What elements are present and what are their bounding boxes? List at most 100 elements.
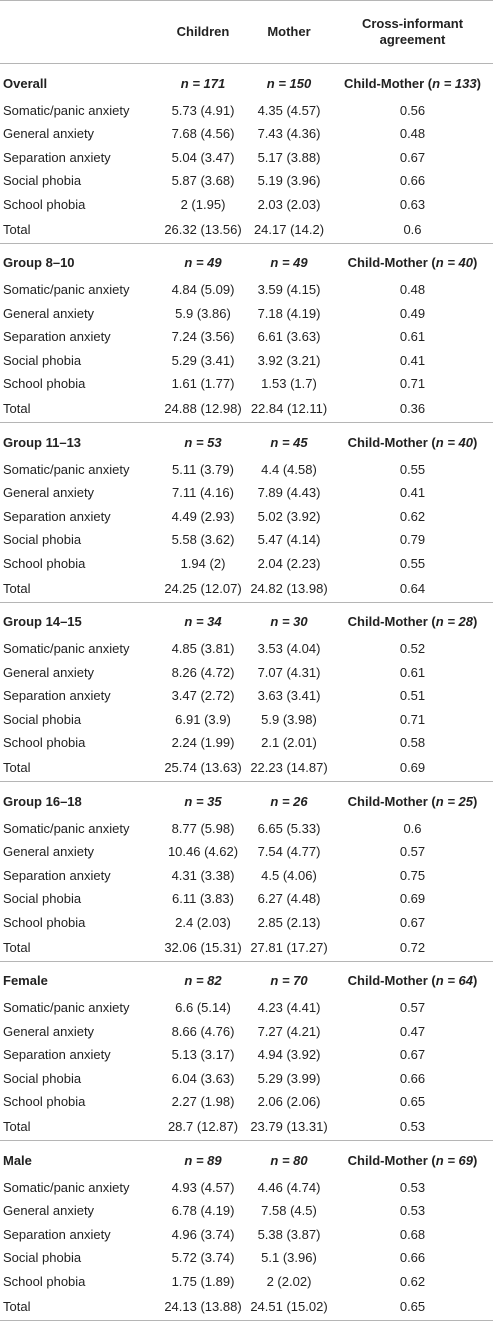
agreement-value: 0.48: [399, 282, 426, 298]
table-row: Somatic/panic anxiety 8.77 (5.98) 6.65 (5.…: [0, 817, 493, 841]
row-label: General anxiety: [3, 485, 95, 501]
mother-score: 5.29 (3.99): [257, 1070, 321, 1086]
mother-score: 7.89 (4.43): [257, 485, 321, 501]
agreement-prefix: Child-Mother (: [347, 1152, 436, 1168]
row-label: School phobia: [3, 914, 86, 930]
mother-score: 3.53 (4.04): [257, 641, 321, 657]
children-score: 7.24 (3.56): [171, 329, 235, 345]
row-label: Total: [0, 934, 160, 962]
children-score: 4.85 (3.81): [171, 641, 235, 657]
children-score: 6.11 (3.83): [172, 891, 234, 907]
agreement-value: 0.66: [399, 1070, 426, 1086]
table-row: Total 32.06 (15.31) 27.81 (17.27) 0.72: [0, 934, 493, 962]
agreement-value: 0.67: [399, 914, 426, 930]
children-score: 7.68 (4.56): [171, 126, 235, 142]
row-label: Separation anxiety: [3, 1047, 111, 1063]
mother-score: 6.65 (5.33): [257, 820, 321, 836]
header-row: Children Mother Cross-informant agreemen…: [0, 0, 493, 64]
row-label: Total: [0, 1114, 160, 1141]
agreement-value: 0.48: [399, 126, 426, 142]
group-n-mother: n = 45: [270, 434, 308, 450]
agreement-value: 0.72: [332, 934, 493, 962]
table-row: General anxiety 8.66 (4.76) 7.27 (4.21) 0.4…: [0, 1020, 493, 1044]
mother-score: 2.04 (2.23): [257, 555, 321, 571]
children-score: 4.93 (4.57): [171, 1179, 235, 1195]
children-score: 2.27 (1.98): [171, 1094, 235, 1110]
table-row: Total 24.88 (12.98) 22.84 (12.11) 0.36: [0, 396, 493, 423]
agreement-value: 0.71: [399, 376, 426, 392]
mother-score: 7.43 (4.36): [257, 126, 321, 142]
agreement-suffix: ): [472, 793, 478, 809]
agreement-value: 0.61: [399, 329, 426, 345]
row-label: General anxiety: [3, 844, 95, 860]
agreement-value: 0.57: [399, 1000, 426, 1016]
agreement-value: 0.79: [399, 532, 426, 548]
children-score: 7.11 (4.16): [172, 485, 234, 501]
agreement-value: 0.61: [399, 664, 426, 680]
table-row: Total 24.25 (12.07) 24.82 (13.98) 0.64: [0, 575, 493, 603]
group-title: Overall: [3, 75, 48, 91]
table-row: Social phobia 5.72 (3.74) 5.1 (3.96) 0.66: [0, 1247, 493, 1271]
agreement-prefix: Child-Mother (: [344, 75, 433, 91]
table-row: General anxiety 7.11 (4.16) 7.89 (4.43) 0.4…: [0, 482, 493, 506]
group-n-children: n = 35: [184, 793, 222, 809]
mother-score: 6.27 (4.48): [257, 891, 321, 907]
table-row: School phobia 1.61 (1.77) 1.53 (1.7) 0.71: [0, 373, 493, 397]
agreement-value: 0.65: [399, 1094, 426, 1110]
children-score: 5.9 (3.86): [175, 305, 231, 321]
table-row: Separation anxiety 5.04 (3.47) 5.17 (3.88)…: [0, 146, 493, 170]
children-score: 6.6 (5.14): [175, 1000, 231, 1016]
mother-score: 5.47 (4.14): [257, 532, 321, 548]
table-row: Somatic/panic anxiety 6.6 (5.14) 4.23 (4.4…: [0, 997, 493, 1021]
mother-score: 22.23 (14.87): [246, 755, 332, 782]
agreement-n: n = 40: [435, 434, 473, 450]
row-label: Separation anxiety: [3, 329, 111, 345]
table-row: School phobia 2.24 (1.99) 2.1 (2.01) 0.58: [0, 732, 493, 756]
table-row: School phobia 2.4 (2.03) 2.85 (2.13) 0.67: [0, 911, 493, 935]
row-label: Somatic/panic anxiety: [3, 102, 130, 118]
mother-score: 4.5 (4.06): [261, 867, 317, 883]
mother-score: 4.35 (4.57): [257, 102, 321, 118]
mother-score: 5.9 (3.98): [261, 711, 317, 727]
group-n-children: n = 34: [184, 614, 222, 629]
children-score: 4.84 (5.09): [171, 282, 235, 298]
agreement-value: 0.67: [399, 149, 426, 165]
agreement-value: 0.55: [399, 555, 426, 571]
table-row: General anxiety 5.9 (3.86) 7.18 (4.19) 0.49: [0, 302, 493, 326]
table-row: General anxiety 6.78 (4.19) 7.58 (4.5) 0.53: [0, 1200, 493, 1224]
agreement-prefix: Child-Mother (: [347, 793, 436, 809]
row-label: School phobia: [3, 196, 86, 212]
children-score: 6.78 (4.19): [171, 1203, 235, 1219]
mother-score: 4.94 (3.92): [257, 1047, 321, 1063]
children-score: 10.46 (4.62): [167, 844, 239, 860]
mother-score: 2.85 (2.13): [257, 914, 321, 930]
mother-score: 4.23 (4.41): [257, 1000, 321, 1016]
row-label: School phobia: [3, 555, 86, 571]
children-score: 28.7 (12.87): [160, 1114, 246, 1141]
agreement-prefix: Child-Mother (: [347, 255, 436, 270]
mother-score: 5.38 (3.87): [257, 1226, 321, 1242]
children-score: 1.94 (2): [180, 555, 226, 571]
table-row: Separation anxiety 4.49 (2.93) 5.02 (3.92)…: [0, 505, 493, 529]
agreement-value: 0.6: [332, 216, 493, 244]
children-score: 4.31 (3.38): [171, 867, 235, 883]
table-row: Social phobia 6.04 (3.63) 5.29 (3.99) 0.66: [0, 1067, 493, 1091]
mother-score: 2.03 (2.03): [257, 196, 321, 212]
agreement-value: 0.69: [399, 891, 426, 907]
agreement-prefix: Child-Mother (: [347, 434, 436, 450]
row-label: School phobia: [3, 1094, 86, 1110]
row-label: Social phobia: [3, 532, 82, 548]
agreement-value: 0.62: [399, 508, 426, 524]
children-score: 4.96 (3.74): [171, 1226, 235, 1242]
row-label: General anxiety: [3, 305, 95, 321]
group-title: Group 8–10: [3, 255, 75, 270]
agreement-value: 0.68: [399, 1226, 426, 1242]
children-score: 1.75 (1.89): [171, 1273, 235, 1289]
row-label: Total: [0, 575, 160, 603]
row-label: Total: [0, 396, 160, 423]
row-label: Social phobia: [3, 1070, 82, 1086]
children-score: 6.04 (3.63): [171, 1070, 235, 1086]
agreement-n: n = 69: [435, 1152, 473, 1168]
agreement-value: 0.52: [399, 641, 426, 657]
table-row: General anxiety 7.68 (4.56) 7.43 (4.36) 0.4…: [0, 123, 493, 147]
